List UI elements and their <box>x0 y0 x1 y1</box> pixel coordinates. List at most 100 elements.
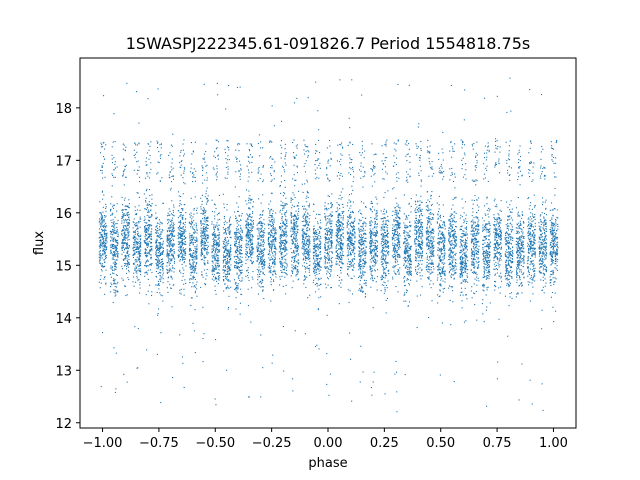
data-point <box>280 254 282 256</box>
data-point <box>253 261 255 263</box>
data-point <box>306 146 308 148</box>
data-point <box>268 227 270 229</box>
data-point <box>102 237 104 239</box>
data-point <box>234 243 236 245</box>
data-point <box>158 162 160 164</box>
data-point <box>247 237 249 239</box>
data-point <box>145 294 147 296</box>
data-point <box>192 216 194 218</box>
data-point <box>114 161 116 163</box>
data-point <box>285 241 287 243</box>
data-point <box>147 224 149 226</box>
data-point <box>284 219 286 221</box>
data-point <box>305 276 307 278</box>
data-point <box>260 256 262 258</box>
data-point <box>134 259 136 261</box>
data-point <box>307 250 309 252</box>
data-point <box>296 205 298 207</box>
data-point <box>234 266 236 268</box>
data-point <box>295 179 297 181</box>
data-point <box>146 214 148 216</box>
data-point <box>257 238 259 240</box>
data-point <box>173 248 175 250</box>
data-point <box>325 287 327 289</box>
data-point <box>261 257 263 259</box>
data-point <box>185 248 187 250</box>
data-point <box>294 179 296 181</box>
data-point <box>273 236 275 238</box>
data-point <box>161 222 163 224</box>
data-point <box>200 241 202 243</box>
data-point <box>122 225 124 227</box>
data-point <box>127 211 129 213</box>
data-point <box>307 213 309 215</box>
data-point <box>226 146 228 148</box>
data-point <box>262 209 264 211</box>
data-point <box>239 176 241 178</box>
data-point <box>303 205 305 207</box>
data-point <box>113 113 115 115</box>
data-point <box>251 230 253 232</box>
data-point <box>124 242 126 244</box>
data-point <box>166 265 168 267</box>
data-point <box>168 235 170 237</box>
data-point <box>189 244 191 246</box>
data-point <box>318 265 320 267</box>
data-point <box>214 243 216 245</box>
data-point <box>105 246 107 248</box>
data-point <box>314 275 316 277</box>
data-point <box>213 234 215 236</box>
data-point <box>195 267 197 269</box>
data-point <box>136 256 138 258</box>
data-point <box>181 217 183 219</box>
data-point <box>316 243 318 245</box>
data-point <box>225 247 227 249</box>
data-point <box>280 144 282 146</box>
data-point <box>112 230 114 232</box>
data-point <box>147 143 149 145</box>
data-point <box>292 231 294 233</box>
data-point <box>316 264 318 266</box>
data-point <box>204 227 206 229</box>
data-point <box>125 209 127 211</box>
data-point <box>160 253 162 255</box>
data-point <box>285 164 287 166</box>
data-point <box>303 236 305 238</box>
data-point <box>282 230 284 232</box>
data-point <box>138 196 140 198</box>
data-point <box>101 218 103 220</box>
data-point <box>257 244 259 246</box>
data-point <box>303 139 305 141</box>
data-point <box>102 243 104 245</box>
data-point <box>168 264 170 266</box>
data-point <box>319 258 321 260</box>
data-point <box>301 248 303 250</box>
data-point <box>274 246 276 248</box>
data-point <box>281 275 283 277</box>
data-point <box>230 247 232 249</box>
data-point <box>125 285 127 287</box>
data-point <box>248 216 250 218</box>
data-point <box>157 261 159 263</box>
data-point <box>326 232 328 234</box>
data-point <box>250 228 252 230</box>
data-point <box>193 241 195 243</box>
data-point <box>290 198 292 200</box>
data-point <box>240 253 242 255</box>
data-point <box>239 86 241 88</box>
data-point <box>145 237 147 239</box>
data-point <box>134 253 136 255</box>
data-point <box>316 238 318 240</box>
data-point <box>249 150 251 152</box>
data-point <box>104 148 106 150</box>
data-point <box>147 204 149 206</box>
data-point <box>269 259 271 261</box>
data-point <box>115 246 117 248</box>
data-point <box>250 198 252 200</box>
data-point <box>296 233 298 235</box>
data-point <box>111 154 113 156</box>
data-point <box>293 102 295 104</box>
data-point <box>102 236 104 238</box>
data-point <box>114 232 116 234</box>
data-point <box>134 153 136 155</box>
